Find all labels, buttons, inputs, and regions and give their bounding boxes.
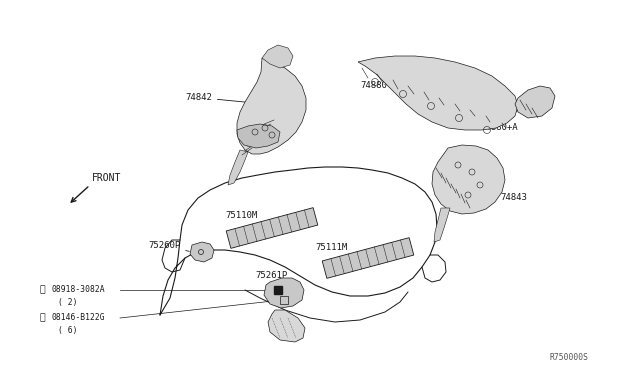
Text: 08918-3082A: 08918-3082A (52, 285, 106, 295)
Polygon shape (434, 208, 450, 242)
Text: 75261P: 75261P (255, 271, 287, 289)
Bar (280, 296, 288, 304)
Text: 74843: 74843 (492, 186, 527, 202)
Polygon shape (226, 208, 318, 248)
Polygon shape (322, 238, 414, 278)
Bar (274, 286, 282, 294)
Polygon shape (228, 150, 248, 185)
Polygon shape (515, 86, 555, 118)
Polygon shape (190, 242, 214, 262)
Text: Ⓝ: Ⓝ (40, 285, 45, 295)
Polygon shape (237, 58, 306, 154)
Text: ( 6): ( 6) (58, 326, 77, 334)
Text: 08146-B122G: 08146-B122G (52, 314, 106, 323)
Text: 75110M: 75110M (225, 211, 269, 227)
Polygon shape (237, 124, 280, 148)
Text: Ⓑ: Ⓑ (40, 314, 45, 323)
Polygon shape (268, 310, 305, 342)
Text: 75111M: 75111M (315, 243, 365, 257)
Text: 75260P: 75260P (148, 241, 189, 251)
Text: ( 2): ( 2) (58, 298, 77, 307)
Polygon shape (264, 278, 304, 308)
Polygon shape (432, 145, 505, 214)
Text: 74880: 74880 (360, 81, 417, 94)
Polygon shape (358, 56, 518, 130)
Text: 74880+A: 74880+A (480, 110, 518, 132)
Polygon shape (262, 45, 293, 68)
Text: FRONT: FRONT (92, 173, 122, 183)
Text: 74842: 74842 (185, 93, 272, 105)
Text: R750000S: R750000S (550, 353, 589, 362)
